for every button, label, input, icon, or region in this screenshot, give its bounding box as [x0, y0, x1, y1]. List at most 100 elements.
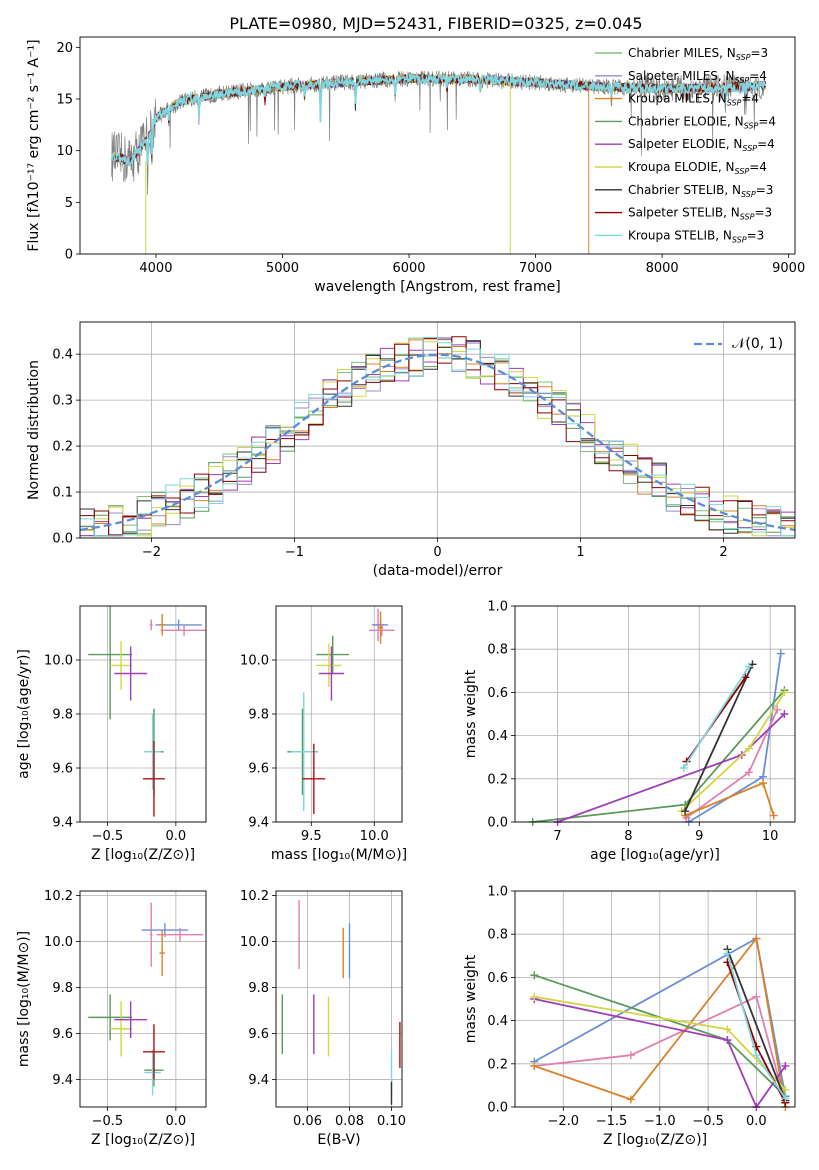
mass-weight-line [534, 998, 787, 1107]
residual-histogram-step [80, 336, 795, 538]
mass-weight-point [773, 705, 782, 714]
y-tick-label: 0.8 [487, 928, 508, 943]
x-tick-label: 0 [433, 545, 441, 560]
x-tick-label: −1.5 [596, 1114, 628, 1129]
y-tick-label: 0 [65, 248, 73, 263]
x-tick-label: 0.06 [293, 1114, 322, 1129]
plot-frame [79, 36, 796, 255]
x-axis-label: age [log₁₀(age/yr)] [590, 847, 720, 863]
legend-entry: Salpeter ELODIE, NSSP=4 [628, 137, 775, 153]
y-axis-label: mass weight [463, 954, 479, 1043]
legend-entry: Salpeter STELIB, NSSP=3 [628, 206, 772, 222]
y-tick-label: 15 [56, 93, 73, 108]
y-tick-label: 0.4 [487, 1014, 508, 1029]
mass-weight-line [684, 663, 754, 812]
y-tick-label: 0.2 [487, 1057, 508, 1072]
y-tick-label: 9.6 [248, 1027, 269, 1042]
x-tick-label: 0.10 [377, 1114, 406, 1129]
x-tick-label: 10 [762, 829, 779, 844]
legend-entry: Chabrier ELODIE, NSSP=4 [628, 114, 776, 130]
mass-weight-point [752, 1051, 761, 1060]
y-axis-label: Flux [fλ10⁻¹⁷ erg cm⁻² s⁻¹ A⁻¹] [26, 39, 42, 251]
mass-vs-metallicity-panel: −0.5 0.0 9.4 9.6 9.8 10.0 10.2 Z [log₁₀(Z/Z⊙)] m… [16, 889, 207, 1148]
y-tick-label: 0.2 [487, 772, 508, 787]
x-tick-label: 0.0 [166, 829, 187, 844]
x-axis-label: Z [log₁₀(Z/Z⊙)] [91, 1132, 195, 1148]
y-tick-label: 5 [65, 196, 73, 211]
mass-weight-line [534, 936, 787, 1107]
y-tick-label: 0.0 [487, 1101, 508, 1116]
y-tick-label: 9.4 [248, 1073, 269, 1088]
x-axis-label: Z [log₁₀(Z/Z⊙)] [603, 1132, 707, 1148]
y-tick-label: 10.0 [44, 935, 73, 950]
y-tick-label: 0.6 [487, 686, 508, 701]
mass-weight-point [744, 768, 753, 777]
legend-entry: Kroupa STELIB, NSSP=3 [628, 228, 764, 244]
mass-weight-point [530, 992, 539, 1001]
mass-weight-point [781, 1061, 790, 1070]
x-tick-label: 7 [553, 829, 561, 844]
y-axis-label: Normed distribution [26, 360, 42, 500]
mass-weight-point [530, 971, 539, 980]
x-tick-label: 2 [719, 545, 727, 560]
y-tick-label: 0.1 [52, 486, 73, 501]
y-tick-label: 0.8 [487, 643, 508, 658]
y-axis-label: mass [log₁₀(M/M⊙)] [16, 931, 32, 1067]
x-tick-label: 8 [624, 829, 632, 844]
y-tick-label: 10.0 [44, 654, 73, 669]
mass-weight-point [626, 1051, 635, 1060]
legend-entry: Chabrier STELIB, NSSP=3 [628, 183, 773, 199]
mass-weight-point [681, 807, 690, 816]
plot-frame [514, 890, 796, 1108]
y-tick-label: 9.4 [52, 816, 73, 831]
mass-weight-point [781, 1094, 790, 1103]
normal-reference-curve [79, 353, 796, 532]
residual-histogram-panel: −2 −1 0 1 2 0.0 0.1 0.2 0.3 0.4 (data-model)/error… [26, 321, 796, 579]
mass-weight-line [684, 781, 775, 817]
mass-weight-point [781, 1085, 790, 1094]
x-tick-label: 10.0 [360, 829, 389, 844]
y-tick-label: 9.4 [52, 1073, 73, 1088]
y-tick-label: 1.0 [487, 600, 508, 615]
y-tick-label: 20 [56, 41, 73, 56]
y-tick-label: 10.0 [240, 935, 269, 950]
plot-frame [79, 605, 207, 823]
plot-frame [79, 321, 796, 539]
x-tick-label: −1.0 [644, 1114, 676, 1129]
x-tick-label: 9.5 [301, 829, 322, 844]
massweight-vs-age-panel: 7 8 9 10 0.0 0.2 0.4 0.6 0.8 1.0 age [log₁₀(age/yr… [463, 600, 796, 863]
mass-weight-line [682, 666, 750, 769]
mass-weight-point [752, 992, 761, 1001]
legend-entry: Kroupa ELODIE, NSSP=4 [628, 160, 767, 176]
y-tick-label: 0.4 [52, 348, 73, 363]
y-tick-label: 9.8 [248, 981, 269, 996]
model-spectrum-line [110, 73, 766, 168]
y-tick-label: 9.4 [248, 816, 269, 831]
x-tick-label: −2 [142, 545, 161, 560]
y-tick-label: 9.6 [248, 762, 269, 777]
age-vs-mass-panel: 9.5 10.0 9.4 9.6 9.8 10.0 mass [log₁₀(M/M⊙)] [240, 605, 407, 863]
x-tick-label: 6000 [392, 261, 425, 276]
mass-weight-point [530, 1061, 539, 1070]
x-axis-label: (data-model)/error [373, 563, 503, 579]
x-tick-label: −0.5 [92, 1114, 124, 1129]
x-tick-label: 5000 [266, 261, 299, 276]
y-tick-label: 0.3 [52, 394, 73, 409]
plot-frame [275, 605, 403, 823]
x-tick-label: 4000 [139, 261, 172, 276]
mass-weight-point [626, 1095, 635, 1104]
x-tick-label: 1 [576, 545, 584, 560]
y-tick-label: 10.2 [240, 889, 269, 904]
figure-title: PLATE=0980, MJD=52431, FIBERID=0325, z=0… [229, 14, 642, 33]
plot-frame [275, 890, 403, 1108]
mass-weight-point [780, 688, 789, 697]
x-tick-label: −2.0 [547, 1114, 579, 1129]
legend-entry: Chabrier MILES, NSSP=3 [628, 46, 768, 62]
mass-weight-point [679, 764, 688, 772]
y-tick-label: 0.0 [487, 816, 508, 831]
y-tick-label: 0.0 [52, 532, 73, 547]
legend-entry: 𝒩(0, 1) [732, 336, 783, 352]
x-axis-label: mass [log₁₀(M/M⊙)] [271, 847, 407, 863]
mass-weight-line [532, 689, 786, 822]
